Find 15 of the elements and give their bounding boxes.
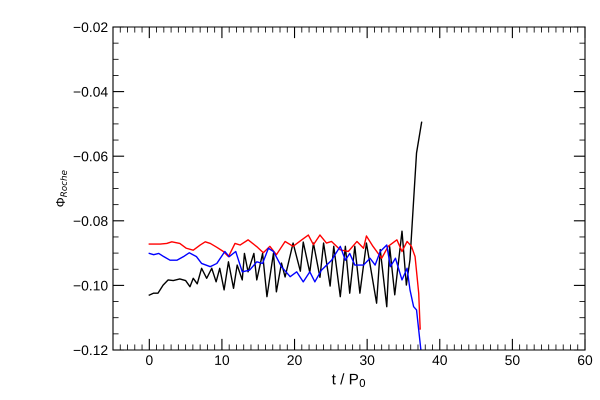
y-axis-title: Φ$_{Roche}$	[56, 170, 67, 207]
x-tick-label: 40	[432, 355, 447, 366]
y-tick-label: −0.02	[74, 22, 108, 32]
y-tick-label: −0.08	[74, 216, 108, 226]
x-tick-label: 10	[215, 355, 230, 366]
y-tick-label: −0.12	[74, 345, 108, 356]
x-axis-title: t / P$_{0}$	[332, 373, 366, 388]
x-tick-label: 0	[146, 355, 153, 366]
y-tick-label: −0.06	[74, 152, 108, 162]
x-tick-label: 20	[288, 355, 302, 366]
y-tick-label: −0.10	[74, 280, 108, 291]
x-tick-label: 60	[578, 355, 592, 366]
y-tick-label: −0.04	[74, 86, 108, 97]
x-tick-label: 30	[360, 355, 374, 366]
x-tick-label: 50	[505, 355, 520, 366]
